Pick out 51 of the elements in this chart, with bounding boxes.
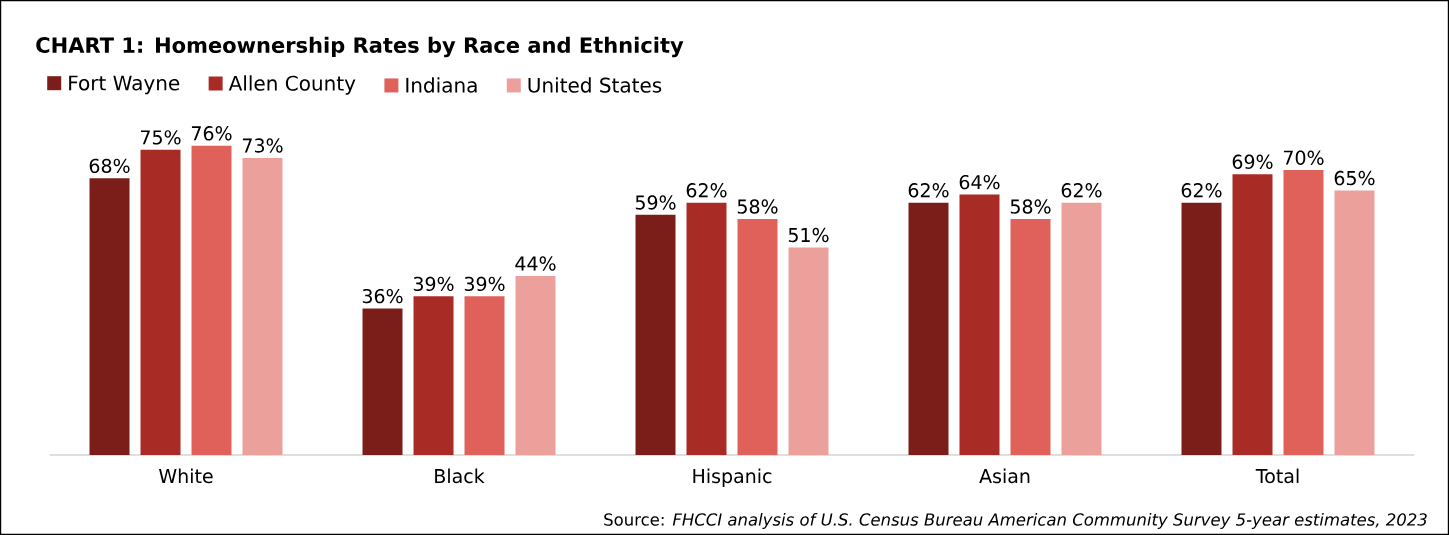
- data-label: 58%: [737, 199, 778, 214]
- bar: [89, 178, 130, 455]
- bar: [1061, 202, 1102, 455]
- bar: [191, 145, 232, 455]
- data-label: 64%: [959, 174, 1000, 190]
- data-label: 70%: [1283, 150, 1324, 165]
- bar: [1010, 218, 1051, 455]
- data-label: 51%: [788, 227, 829, 243]
- bar: [464, 296, 505, 455]
- x-tick-label: Hispanic: [693, 468, 772, 487]
- legend-label: United States: [528, 77, 662, 93]
- data-label: 39%: [413, 276, 454, 292]
- data-label: 75%: [140, 130, 181, 145]
- data-label: 76%: [191, 126, 232, 141]
- bar: [362, 308, 403, 455]
- bar: [242, 157, 283, 455]
- data-label: 65%: [1334, 170, 1375, 186]
- data-label: 36%: [362, 288, 403, 304]
- bar: [515, 275, 556, 455]
- data-label: 62%: [908, 183, 949, 198]
- bar: [686, 202, 727, 455]
- chart-title: CHART 1: Homeownership Rates by Race and Ethnicity: [36, 36, 684, 58]
- bar: [959, 194, 1000, 455]
- legend-label: Indiana: [406, 77, 477, 93]
- bar: [413, 296, 454, 455]
- x-tick-label: White: [159, 468, 213, 484]
- data-label: 68%: [89, 158, 130, 174]
- source-note: Source: FHCCI analysis of U.S. Census Bureau American Community Survey 5-year estimates, 2023: [604, 513, 1427, 529]
- bar: [1232, 174, 1273, 455]
- legend-label: Allen County: [228, 75, 356, 95]
- x-tick-label: Black: [435, 468, 485, 484]
- data-label: 44%: [515, 256, 556, 271]
- x-tick-label: Asian: [979, 468, 1030, 484]
- data-label: 62%: [1061, 183, 1102, 198]
- data-label: 62%: [686, 183, 727, 198]
- bar: [737, 218, 778, 455]
- data-label: 59%: [635, 195, 676, 210]
- bar: [635, 214, 676, 455]
- data-label: 39%: [464, 276, 505, 292]
- x-tick-label: Total: [1255, 468, 1299, 484]
- bar: [908, 202, 949, 455]
- data-label: 58%: [1010, 199, 1051, 214]
- legend-label: Fort Wayne: [69, 75, 180, 95]
- data-label: 73%: [242, 138, 283, 153]
- data-label: 62%: [1181, 183, 1222, 198]
- bar: [1181, 202, 1222, 455]
- bar: [140, 149, 181, 455]
- bar: [1334, 190, 1375, 455]
- bar: [788, 247, 829, 455]
- data-label: 69%: [1232, 154, 1273, 169]
- bar: [1283, 170, 1324, 455]
